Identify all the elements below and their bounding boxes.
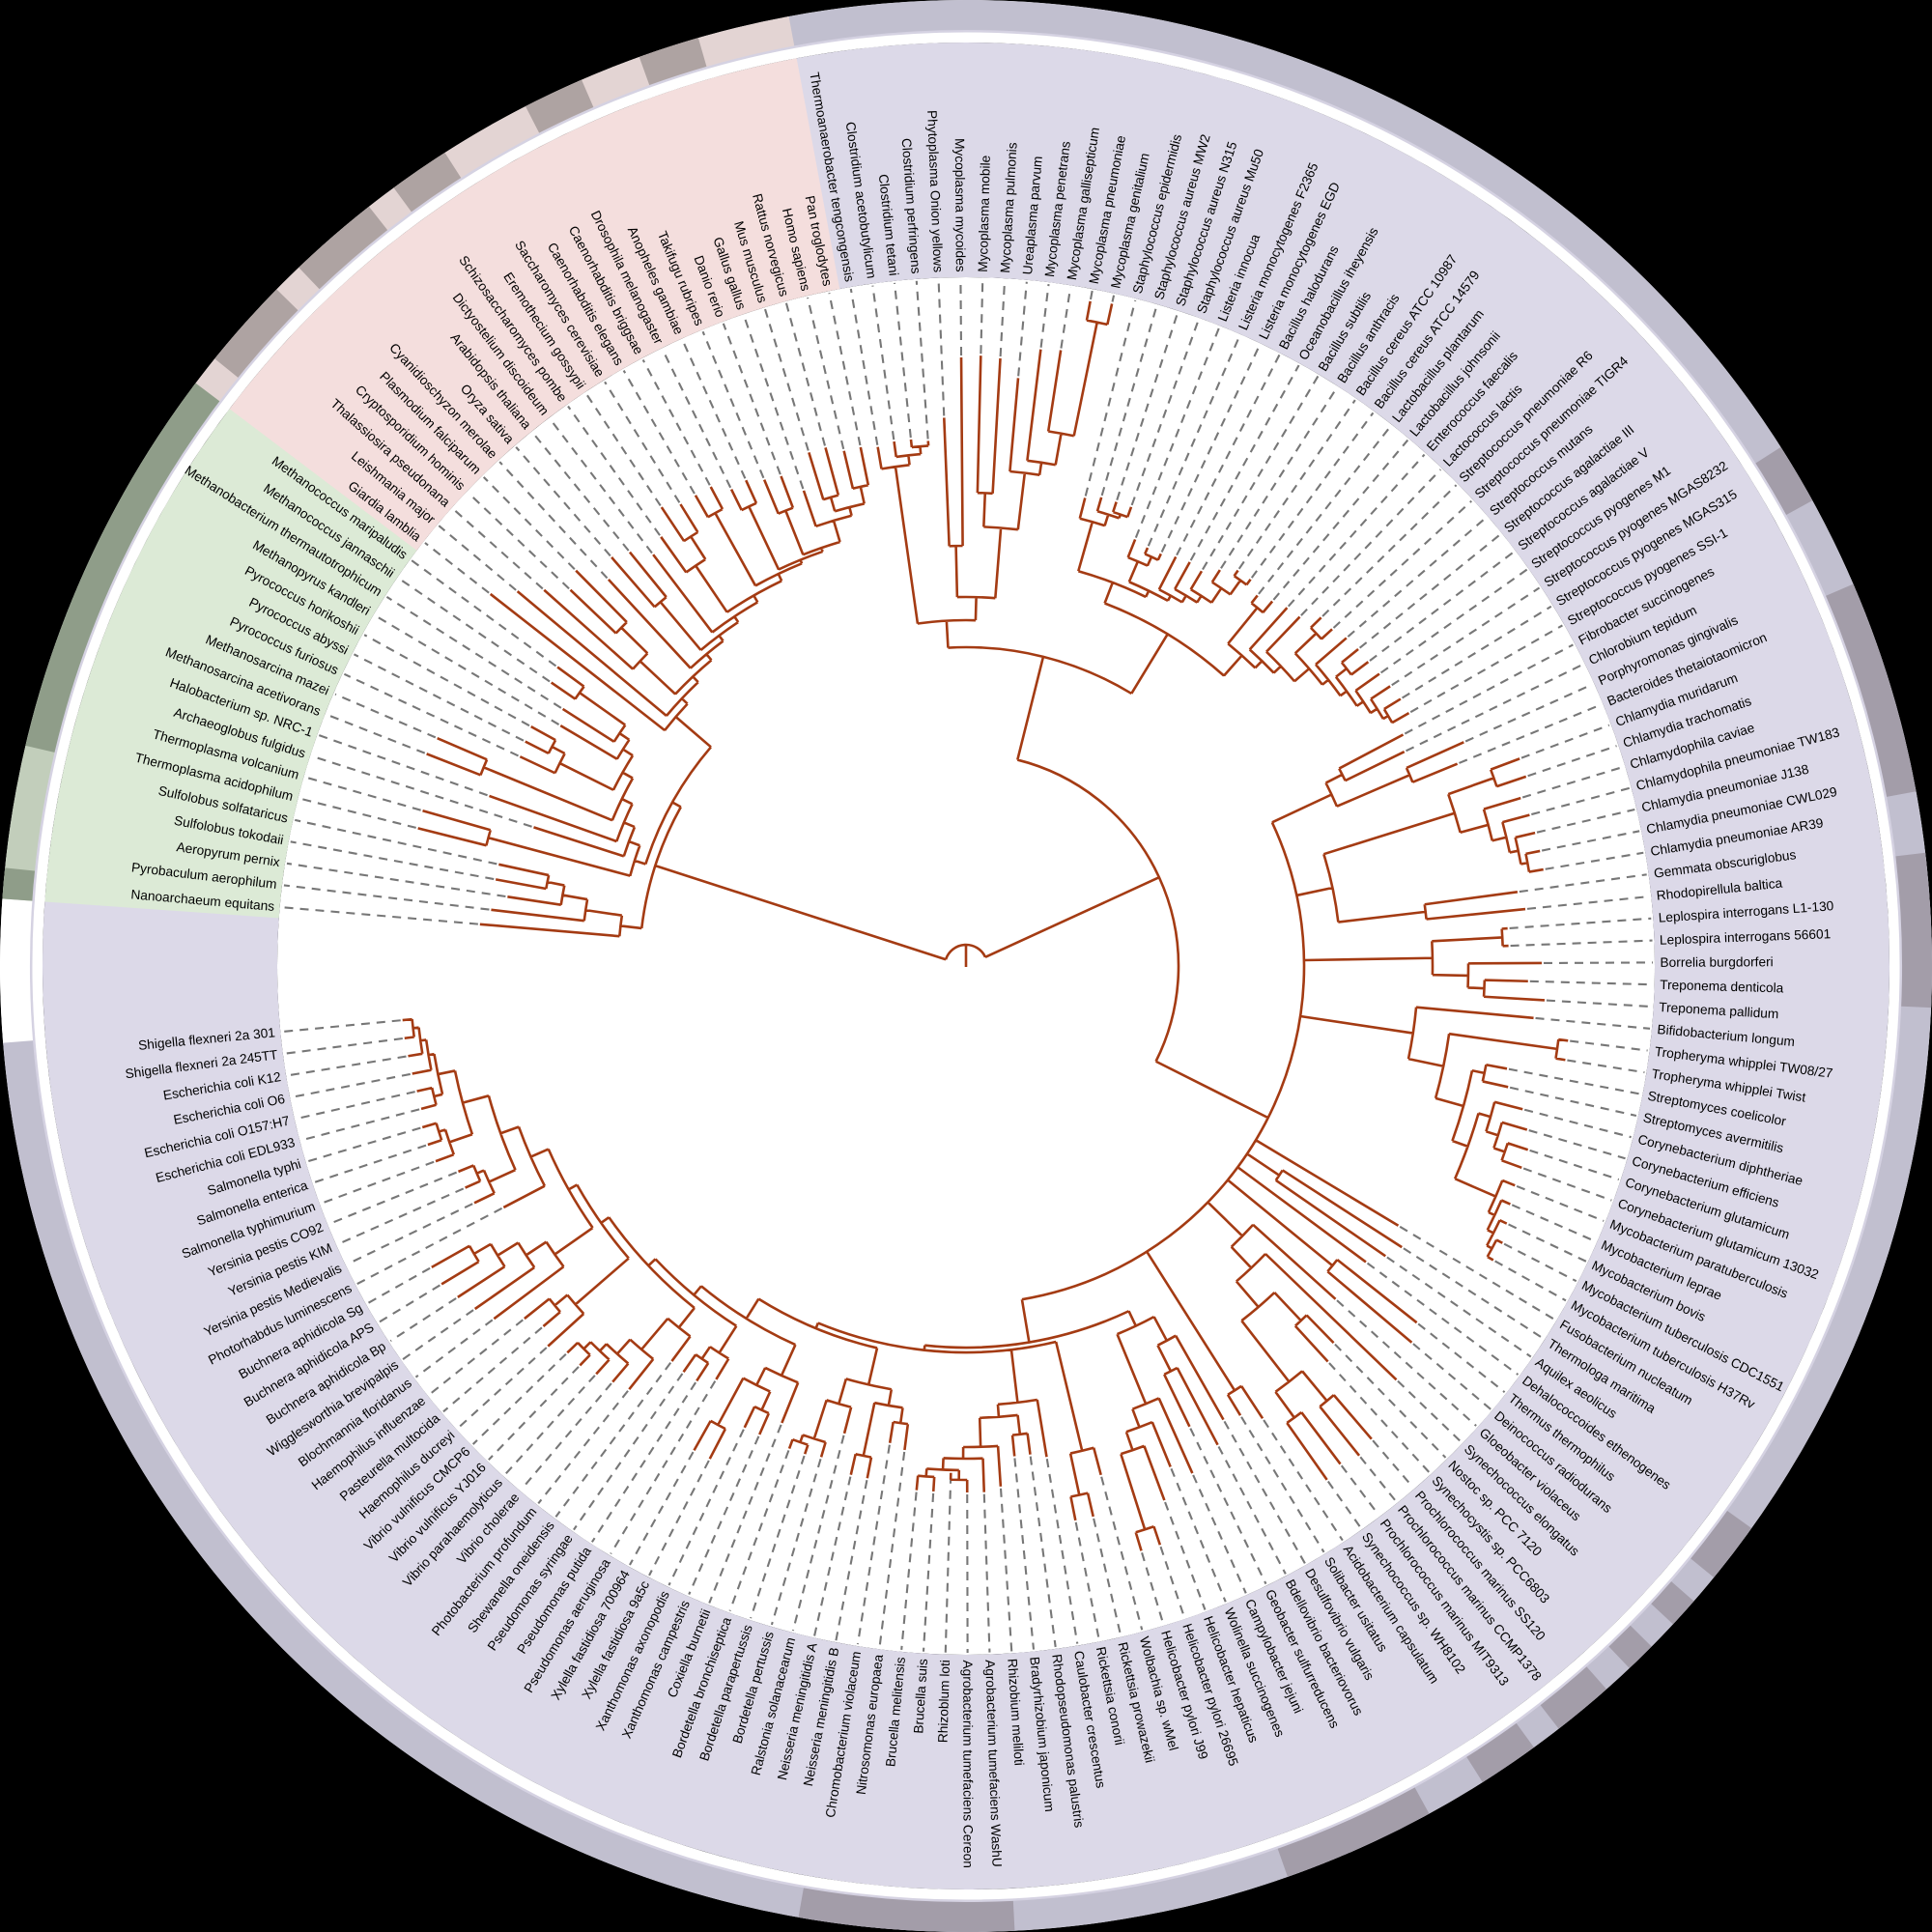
svg-text:Agrobacterium tumefaciens Cere: Agrobacterium tumefaciens Cereon	[960, 1660, 975, 1867]
svg-text:Treponema pallidum: Treponema pallidum	[1659, 1000, 1779, 1021]
svg-text:Leplospira interrogans 56601: Leplospira interrogans 56601	[1660, 926, 1832, 948]
svg-text:Treponema denticola: Treponema denticola	[1660, 978, 1784, 995]
svg-text:Mycoplasma mycoides: Mycoplasma mycoides	[952, 138, 968, 272]
svg-text:Mycoplasma mobile: Mycoplasma mobile	[976, 156, 993, 272]
svg-text:Agrobacterium tumefaciens Wash: Agrobacterium tumefaciens WashU	[982, 1660, 1004, 1867]
svg-text:Brucella suis: Brucella suis	[911, 1659, 930, 1735]
svg-text:Rhizoblum loti: Rhizoblum loti	[935, 1660, 952, 1743]
svg-text:Phytoplasma Onion yellows: Phytoplasma Onion yellows	[924, 110, 946, 273]
svg-text:Rhizobium meliloti: Rhizobium meliloti	[1005, 1658, 1026, 1766]
svg-text:Borrelia burgdorferi: Borrelia burgdorferi	[1660, 954, 1773, 970]
